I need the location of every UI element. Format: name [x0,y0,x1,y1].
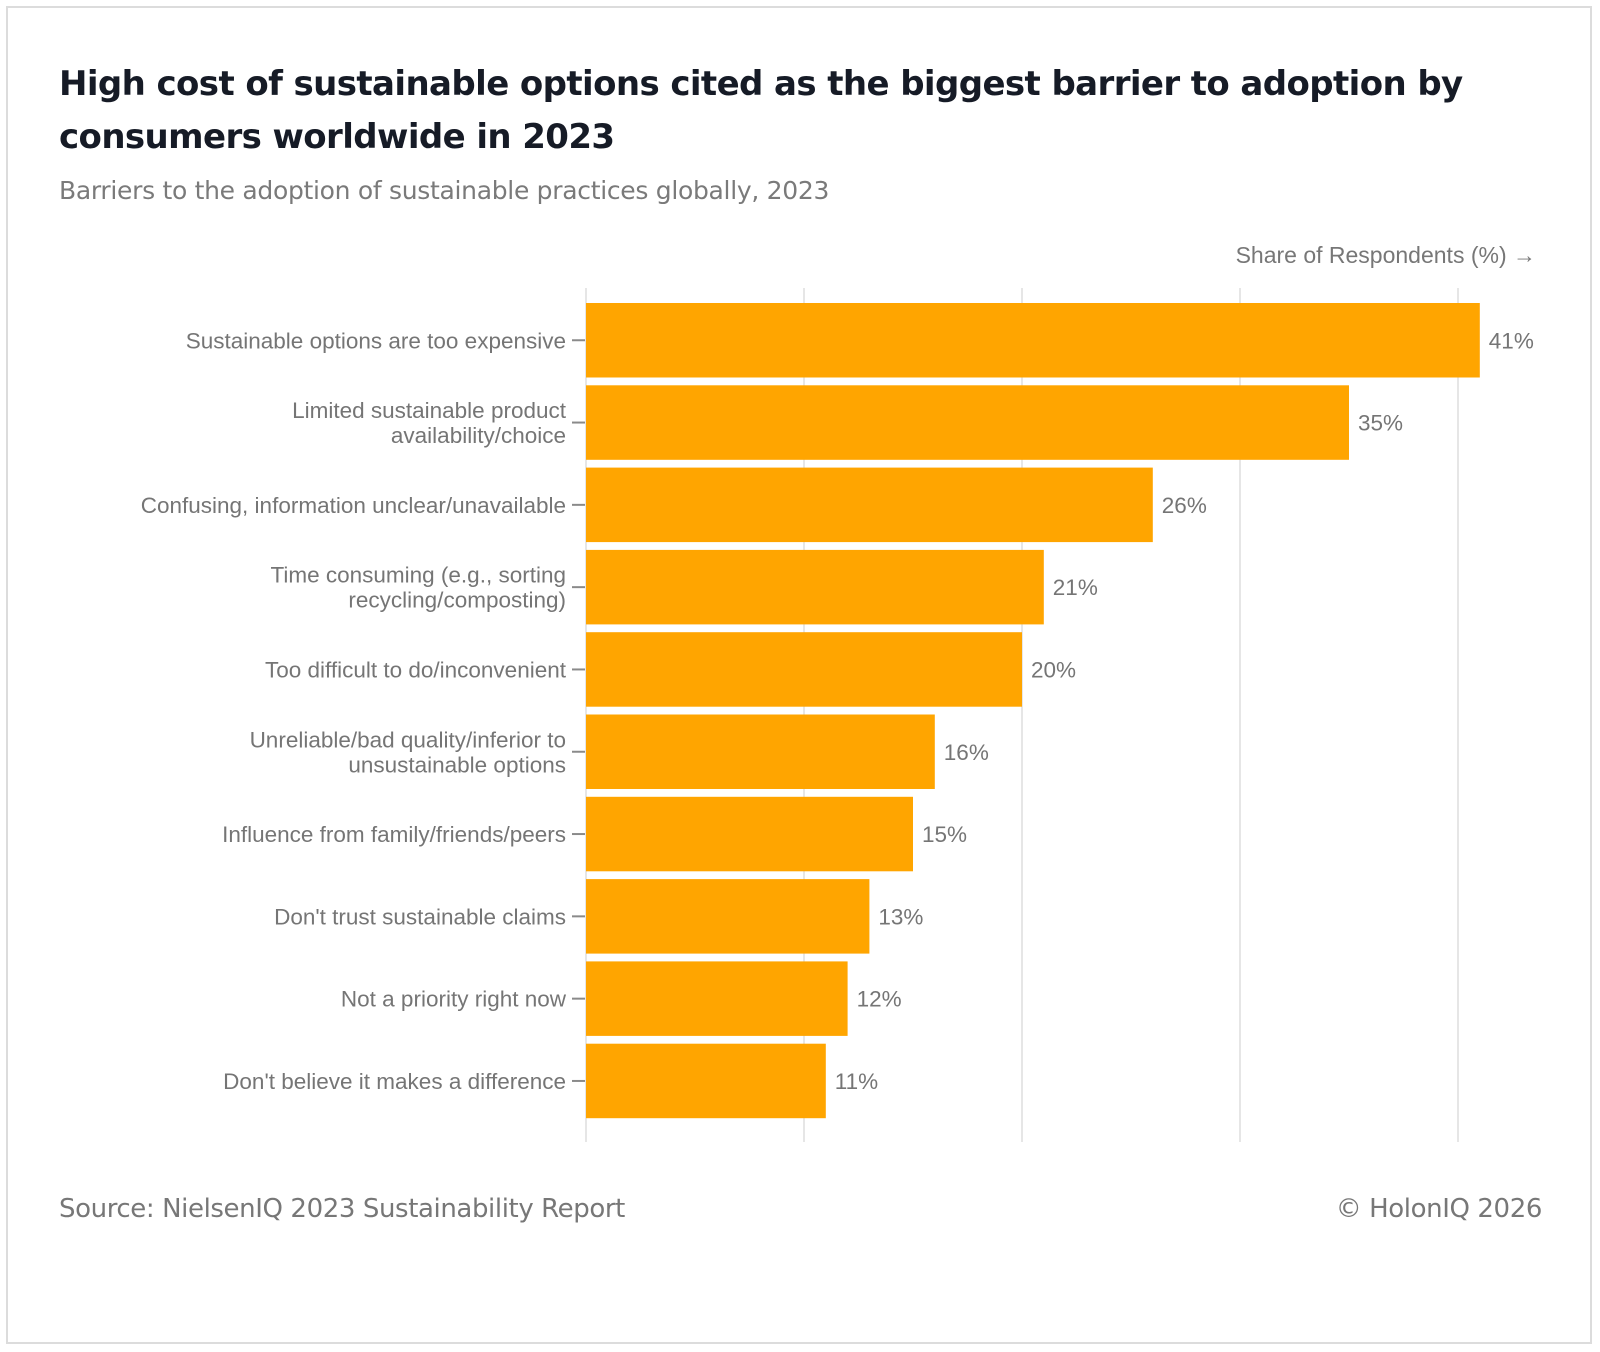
category-label-line: Time consuming (e.g., sorting [270,563,566,588]
category-label: Time consuming (e.g., sorting recycling/c… [270,563,566,613]
value-label: 11% [835,1069,878,1094]
category-label-line: Not a priority right now [341,987,567,1012]
chart-title: High cost of sustainable options cited a… [59,64,1463,157]
category-label-line: Don't trust sustainable claims [274,904,566,929]
bar [586,714,935,789]
category-label: Sustainable options are too expensive [186,328,566,353]
category-label: Influence from family/friends/peers [222,822,566,847]
value-label: 13% [878,904,923,929]
bars [586,303,1480,1119]
category-label: Unreliable/bad quality/inferior to unsust… [250,727,566,777]
bar [586,549,1044,625]
category-label: Confusing, information unclear/unavailab… [141,493,566,518]
category-label: Too difficult to do/inconvenient [265,657,567,682]
category-label-line: Too difficult to do/inconvenient [265,657,567,682]
bar [586,385,1349,460]
value-label: 21% [1053,575,1098,600]
bar [586,1043,826,1119]
value-label: 26% [1162,493,1207,518]
bar [586,796,913,872]
value-label: 16% [944,740,989,765]
category-label-line: recycling/composting) [348,588,566,613]
bar [586,303,1480,378]
value-label: 12% [857,987,902,1012]
category-labels: Sustainable options are too expensive Lim… [141,328,567,1094]
chart-subtitle: Barriers to the adoption of sustainable … [59,176,830,205]
category-label-line: availability/choice [391,423,566,448]
category-label-line: Unreliable/bad quality/inferior to [250,727,566,752]
category-label: Don't trust sustainable claims [274,904,566,929]
value-label: 35% [1358,411,1403,436]
category-label-line: Influence from family/friends/peers [222,822,566,847]
category-label-line: Confusing, information unclear/unavailab… [141,493,566,518]
category-label-line: Sustainable options are too expensive [186,328,566,353]
bar [586,467,1153,543]
bar [586,961,848,1036]
source-note: Source: NielsenIQ 2023 Sustainability Re… [59,1194,625,1224]
category-label-line: unsustainable options [348,752,566,777]
category-label: Don't believe it makes a difference [223,1069,566,1094]
category-label-line: Don't believe it makes a difference [223,1069,566,1094]
value-labels: 41% 35% 26% 21% 20% 16% 15% 13% 12% 11% [835,328,1534,1094]
bar [586,632,1022,707]
copyright-note: © HolonIQ 2026 [1335,1194,1543,1224]
value-label: 41% [1489,328,1534,353]
category-ticks [572,339,585,1082]
category-label-line: Limited sustainable product [292,398,567,423]
value-label: 20% [1031,657,1076,682]
x-axis-title: Share of Respondents (%) → [1235,242,1536,268]
category-label: Not a priority right now [341,987,567,1012]
bar [586,879,870,954]
category-label: Limited sustainable product availability/… [292,398,567,448]
value-label: 15% [922,822,967,847]
